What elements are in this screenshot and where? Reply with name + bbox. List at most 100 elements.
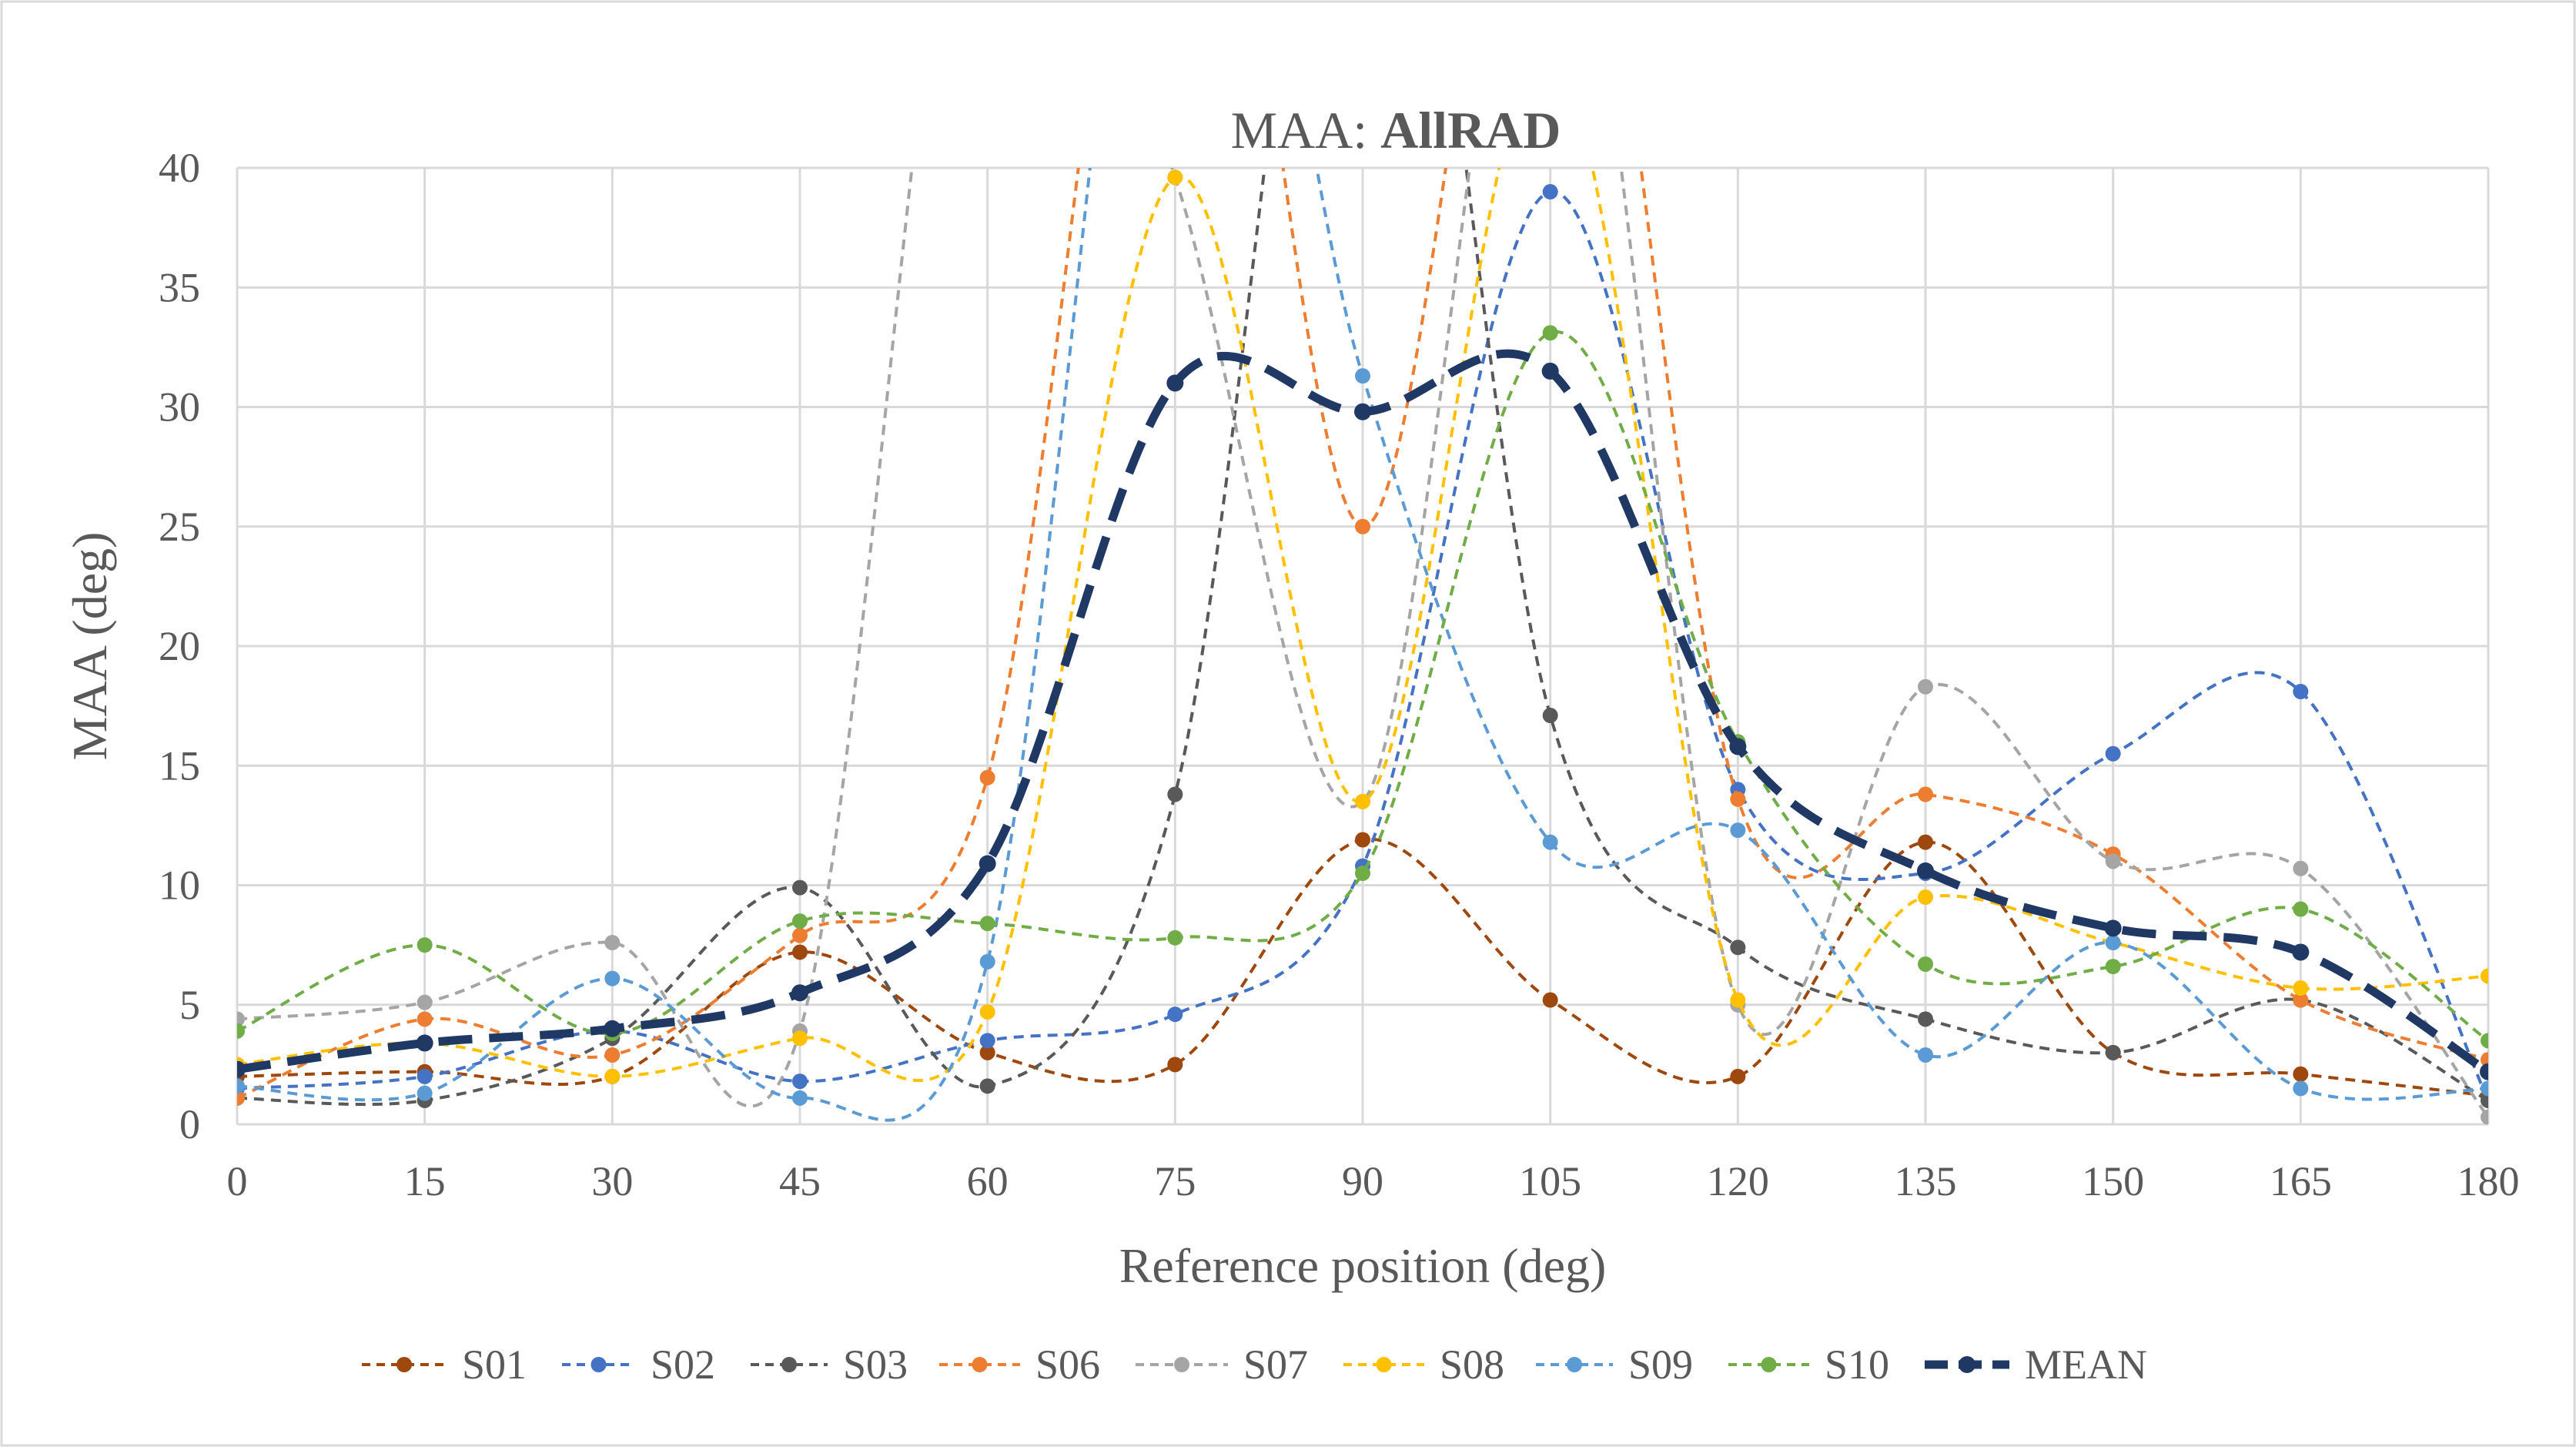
- x-tick-label: 120: [1707, 1158, 1769, 1204]
- data-point-s01-45: [792, 944, 808, 960]
- legend-label-s03: S03: [843, 1341, 908, 1388]
- x-tick-label: 45: [779, 1158, 821, 1204]
- data-point-s09-180: [2481, 1080, 2488, 1097]
- data-point-s03-75: [1167, 786, 1183, 802]
- data-point-s09-165: [2293, 1080, 2309, 1097]
- legend-item-s09: S09: [1536, 1341, 1693, 1388]
- data-point-s08-135: [1918, 889, 1933, 906]
- legend-item-s01: S01: [362, 1341, 527, 1388]
- legend-marker-s10: [1761, 1357, 1777, 1372]
- y-tick-label: 25: [159, 504, 200, 550]
- data-point-s02-15: [417, 1068, 433, 1084]
- legend-item-s07: S07: [1136, 1341, 1308, 1388]
- data-point-s09-60: [979, 953, 995, 970]
- legend-marker-s08: [1376, 1357, 1392, 1372]
- legend-item-s06: S06: [939, 1341, 1100, 1388]
- data-point-mean-105: [1541, 362, 1559, 380]
- data-point-s03-120: [1730, 940, 1746, 956]
- data-point-s06-30: [604, 1047, 621, 1063]
- data-point-mean-120: [1729, 738, 1747, 755]
- data-point-s03-180: [2481, 1092, 2488, 1108]
- legend-marker-mean: [1959, 1356, 1975, 1373]
- legend-label-s07: S07: [1243, 1341, 1308, 1388]
- x-tick-label: 75: [1154, 1158, 1196, 1204]
- data-point-s07-30: [604, 935, 621, 951]
- series-line-s09: [237, 168, 2488, 1122]
- series-line-s03: [237, 168, 2488, 1107]
- data-point-s07-165: [2293, 860, 2309, 876]
- data-point-s09-135: [1918, 1047, 1933, 1063]
- data-point-s10-150: [2105, 959, 2121, 975]
- data-point-s01-90: [1355, 832, 1370, 848]
- x-tick-label: 0: [227, 1158, 248, 1204]
- series-group: [237, 168, 2488, 1124]
- legend-label-s01: S01: [462, 1341, 527, 1388]
- data-point-s01-60: [979, 1044, 995, 1060]
- series-s03: [237, 168, 2488, 1108]
- data-point-s06-90: [1355, 518, 1370, 534]
- series-s08: [237, 168, 2488, 1084]
- data-point-s02-75: [1167, 1007, 1183, 1023]
- data-point-mean-165: [2292, 943, 2310, 961]
- series-line-s02: [237, 190, 2488, 1101]
- data-point-s08-75: [1167, 169, 1183, 186]
- series-s10: [237, 325, 2488, 1049]
- data-point-mean-180: [2480, 1063, 2488, 1080]
- data-point-s07-180: [2481, 1109, 2488, 1124]
- data-point-s08-60: [979, 1004, 995, 1020]
- data-point-s02-45: [792, 1074, 808, 1090]
- legend-marker-s03: [781, 1357, 797, 1372]
- data-point-s01-135: [1918, 834, 1933, 850]
- x-axis-title: Reference position (deg): [1119, 1238, 1607, 1293]
- data-point-s10-105: [1542, 325, 1558, 341]
- x-tick-label: 60: [967, 1158, 1009, 1204]
- data-point-s09-30: [604, 970, 621, 986]
- data-point-s07-135: [1918, 678, 1933, 695]
- x-tick-label: 180: [2457, 1158, 2520, 1204]
- legend-label-mean: MEAN: [2025, 1341, 2147, 1388]
- chart-title: MAA: AllRAD: [1231, 101, 1561, 159]
- y-tick-label: 0: [179, 1101, 200, 1147]
- data-point-s06-15: [417, 1011, 433, 1027]
- y-tick-label: 10: [159, 863, 200, 909]
- chart-title-bold: AllRAD: [1380, 101, 1561, 159]
- data-point-s10-165: [2293, 901, 2309, 917]
- x-tick-label: 165: [2270, 1158, 2332, 1204]
- data-point-s10-15: [417, 937, 433, 953]
- legend-item-s02: S02: [562, 1341, 715, 1388]
- x-tick-label: 15: [404, 1158, 446, 1204]
- legend-label-s09: S09: [1628, 1341, 1693, 1388]
- data-point-s07-15: [417, 994, 433, 1010]
- data-point-s10-90: [1355, 865, 1370, 881]
- data-point-s03-150: [2105, 1044, 2121, 1060]
- data-point-s08-30: [604, 1068, 621, 1084]
- legend-marker-s09: [1567, 1357, 1582, 1372]
- y-tick-label: 40: [159, 145, 200, 191]
- legend-marker-s06: [972, 1357, 988, 1372]
- data-point-s10-75: [1167, 929, 1183, 946]
- data-point-mean-45: [791, 984, 808, 1002]
- legend-item-s10: S10: [1728, 1341, 1889, 1388]
- data-point-s06-0: [237, 1090, 245, 1106]
- y-axis-ticks: 0 5 10 15 20 25 30 35 40: [159, 145, 200, 1147]
- data-point-s06-165: [2293, 992, 2309, 1008]
- data-point-s08-90: [1355, 793, 1370, 809]
- y-tick-label: 30: [159, 384, 200, 430]
- data-point-s10-60: [979, 916, 995, 932]
- legend-marker-s01: [396, 1357, 412, 1372]
- data-point-mean-150: [2104, 919, 2122, 937]
- x-axis-ticks: 0 15 30 45 60 75 90 105 120 135 150 165 180: [227, 1158, 2520, 1204]
- data-point-s03-105: [1542, 708, 1558, 724]
- data-point-s07-150: [2105, 853, 2121, 869]
- data-point-s08-180: [2481, 968, 2488, 984]
- series-mean: [237, 349, 2488, 1080]
- y-tick-label: 20: [159, 623, 200, 669]
- data-point-s09-150: [2105, 935, 2121, 951]
- data-point-s08-45: [792, 1030, 808, 1047]
- y-axis-title: MAA (deg): [62, 532, 117, 761]
- legend: S01 S02 S03 S06 S07 S08 S09 S10 MEAN: [362, 1341, 2147, 1388]
- legend-label-s08: S08: [1440, 1341, 1504, 1388]
- data-point-s09-105: [1542, 834, 1558, 850]
